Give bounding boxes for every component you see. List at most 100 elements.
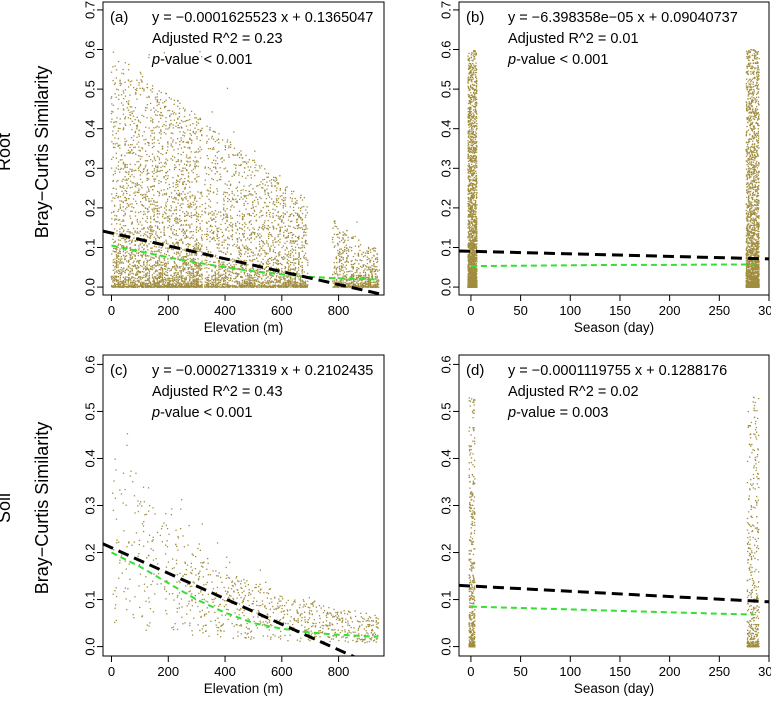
data-point [272,242,274,244]
data-point [298,261,300,263]
data-point [154,271,157,273]
data-point [261,278,263,280]
data-point [274,185,276,188]
data-point [153,209,155,211]
data-point [194,208,196,211]
data-point [196,272,198,274]
data-point [346,280,348,282]
data-point [248,229,251,231]
data-point [259,236,261,238]
data-point [303,284,306,286]
data-point [216,151,218,153]
data-point [369,282,371,284]
data-point [148,56,150,59]
data-point [170,229,172,231]
data-point [162,165,164,167]
data-point [146,283,148,285]
data-point [189,202,191,204]
data-point [157,282,159,285]
data-point [184,186,186,189]
data-point [252,212,254,214]
data-point [190,286,193,288]
data-point [180,271,182,273]
data-point [371,273,373,275]
data-point [140,234,142,237]
data-point [276,272,278,275]
data-point [218,243,220,245]
data-point [337,285,339,287]
data-point [262,214,264,216]
data-point [150,282,152,284]
data-point [224,210,226,212]
data-point [301,261,303,264]
data-point [165,278,167,280]
data-point [151,265,154,267]
data-point [261,286,263,288]
data-point [272,264,274,266]
data-point [255,236,257,238]
data-point [243,195,245,197]
data-point [173,119,175,121]
data-point [278,276,280,278]
data-point [335,267,338,270]
data-point [236,228,238,230]
data-point [131,253,133,255]
data-point [286,262,288,264]
data-point [119,206,121,208]
data-point [187,142,189,144]
data-point [156,155,159,158]
data-point [230,215,232,217]
data-point [158,142,160,144]
data-point [359,259,362,261]
data-point [290,282,292,284]
data-point [122,68,124,71]
data-point [166,198,169,200]
data-point [179,267,181,269]
data-point [284,266,286,268]
data-point [299,265,302,267]
data-point [195,207,197,209]
data-point [177,256,179,258]
data-point [375,283,377,285]
data-point [180,173,183,176]
data-point [240,163,242,166]
data-point [170,143,172,145]
data-point [355,275,358,277]
data-point [354,245,357,247]
data-point [194,165,196,168]
data-point [169,186,171,189]
data-point [111,218,113,220]
data-point [376,282,379,284]
data-point [301,219,303,221]
data-point [274,271,276,273]
data-point [148,281,151,283]
data-point [351,270,353,272]
data-point [115,69,118,71]
data-point [231,204,233,207]
data-point [215,279,217,281]
data-point [272,215,274,217]
data-point [119,274,122,276]
data-point [216,139,218,141]
data-point [137,270,139,272]
data-point [182,174,184,176]
data-point [192,270,194,272]
data-point [122,128,125,130]
data-point [216,238,218,240]
data-point [184,281,186,283]
data-point [260,215,263,217]
data-point [349,276,351,278]
data-point [153,282,155,284]
data-point [228,145,230,147]
data-point [267,252,269,255]
data-point [177,185,179,187]
data-point [227,226,229,228]
data-point [252,268,254,270]
data-point [223,278,225,280]
data-point [374,247,377,249]
data-point [279,216,281,218]
data-point [276,262,278,264]
data-point [201,195,203,197]
data-point [206,264,208,266]
data-point [204,183,206,186]
